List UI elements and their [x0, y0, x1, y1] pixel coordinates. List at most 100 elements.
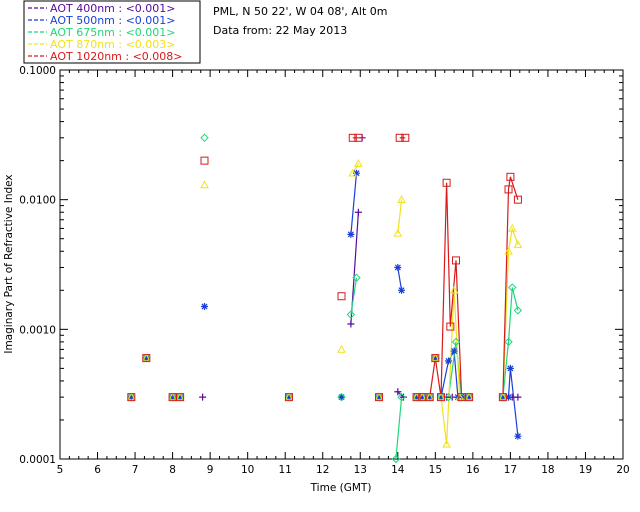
x-tick-label: 16 — [466, 464, 480, 476]
legend-entry: AOT 500nm : <0.001> — [50, 14, 176, 27]
data-point-triangle — [397, 195, 406, 203]
data-point-square — [431, 354, 440, 363]
x-tick-label: 15 — [429, 464, 442, 476]
x-tick-label: 7 — [132, 464, 139, 476]
data-point-square — [418, 393, 427, 402]
data-point-triangle — [498, 392, 508, 401]
data-point-square — [498, 393, 507, 402]
data-point-asterisk — [127, 393, 135, 401]
y-tick-label: 0.1000 — [19, 65, 56, 77]
x-tick-label: 19 — [579, 464, 592, 476]
data-point-asterisk — [506, 364, 514, 372]
data-point-square — [142, 354, 151, 363]
data-point-triangle — [168, 392, 177, 401]
data-point-triangle — [374, 392, 384, 401]
data-point-asterisk — [142, 354, 150, 362]
data-point-triangle — [348, 168, 358, 177]
data-point-square — [401, 133, 410, 142]
series-line — [397, 199, 403, 234]
chart-subtitle: Data from: 22 May 2013 — [213, 24, 347, 37]
data-point-triangle — [430, 353, 440, 362]
data-point-asterisk — [169, 393, 177, 401]
data-point-square — [337, 292, 346, 301]
legend-entry: AOT 870nm : <0.003> — [50, 38, 176, 51]
data-point-square — [513, 195, 522, 204]
data-point-asterisk — [394, 263, 402, 271]
data-point-asterisk — [437, 393, 445, 401]
series-line — [350, 277, 358, 315]
x-tick-label: 12 — [316, 464, 329, 476]
x-tick-label: 17 — [504, 464, 517, 476]
series-line — [350, 173, 358, 235]
axis-ticks — [59, 69, 624, 460]
data-point-diamond — [352, 273, 361, 282]
y-tick-label: 0.0100 — [19, 195, 56, 207]
series-line — [507, 368, 519, 437]
data-point-plus — [347, 320, 355, 328]
data-point-square — [284, 393, 293, 402]
series-lines — [350, 137, 519, 460]
data-point-square — [442, 178, 451, 187]
data-point-square — [348, 133, 357, 142]
series-line — [447, 341, 463, 398]
data-point-asterisk — [353, 169, 361, 177]
tick-labels: 5 6 7 8 9 10 11 12 13 14 15 16 17 18 19 20 0.0001 0.0010 0… — [19, 65, 629, 476]
x-tick-label: 11 — [279, 464, 292, 476]
series-line — [395, 397, 403, 460]
data-point-asterisk — [418, 393, 426, 401]
data-point-plus — [354, 208, 362, 216]
data-point-asterisk — [285, 393, 293, 401]
data-point-asterisk — [338, 393, 345, 401]
data-point-diamond — [508, 283, 517, 292]
series-line — [397, 267, 403, 291]
data-point-diamond — [200, 133, 209, 143]
x-axis-label: Time (GMT) — [310, 482, 372, 494]
data-point-diamond — [391, 454, 401, 464]
data-point-asterisk — [413, 393, 421, 401]
series-line — [502, 176, 519, 398]
data-point-triangle — [175, 392, 185, 401]
y-tick-label: 0.0001 — [19, 454, 56, 466]
data-point-triangle — [507, 223, 517, 232]
data-point-plus — [514, 393, 522, 401]
series-line — [502, 287, 519, 398]
data-point-diamond — [513, 306, 523, 315]
data-point-plus — [399, 393, 407, 401]
data-point-diamond — [504, 337, 513, 347]
data-point-asterisk — [426, 393, 434, 401]
x-tick-label: 14 — [391, 464, 405, 476]
legend-entry: AOT 400nm : <0.001> — [50, 2, 176, 15]
data-point-asterisk — [450, 347, 458, 355]
data-point-square — [412, 393, 421, 402]
x-tick-label: 18 — [541, 464, 554, 476]
data-point-asterisk — [444, 357, 452, 365]
data-point-square — [446, 322, 455, 331]
data-point-triangle — [393, 228, 403, 237]
data-point-plus — [199, 393, 207, 401]
data-point-diamond — [346, 310, 356, 319]
data-point-diamond — [397, 392, 406, 402]
data-point-asterisk — [176, 393, 184, 401]
legend-entry: AOT 675nm : <0.001> — [50, 26, 176, 39]
data-point-asterisk — [398, 286, 406, 294]
x-tick-label: 6 — [94, 464, 101, 476]
data-point-triangle — [449, 285, 459, 294]
data-point-asterisk — [514, 432, 522, 440]
data-point-triangle — [513, 240, 523, 248]
data-point-diamond — [337, 392, 346, 402]
x-tick-label: 20 — [616, 464, 629, 476]
data-point-square — [395, 133, 404, 142]
y-axis-label: Imaginary Part of Refractive Index — [3, 174, 15, 353]
data-point-triangle — [284, 392, 294, 401]
data-point-asterisk — [431, 354, 439, 362]
x-tick-label: 10 — [241, 464, 254, 476]
data-point-square — [451, 256, 460, 265]
data-point-triangle — [464, 392, 474, 401]
data-point-square — [176, 393, 185, 402]
data-point-triangle — [504, 246, 513, 255]
data-point-triangle — [200, 180, 209, 189]
data-point-triangle — [354, 158, 363, 167]
data-point-triangle — [337, 344, 346, 353]
x-tick-label: 9 — [207, 464, 214, 476]
data-point-square — [200, 156, 209, 165]
